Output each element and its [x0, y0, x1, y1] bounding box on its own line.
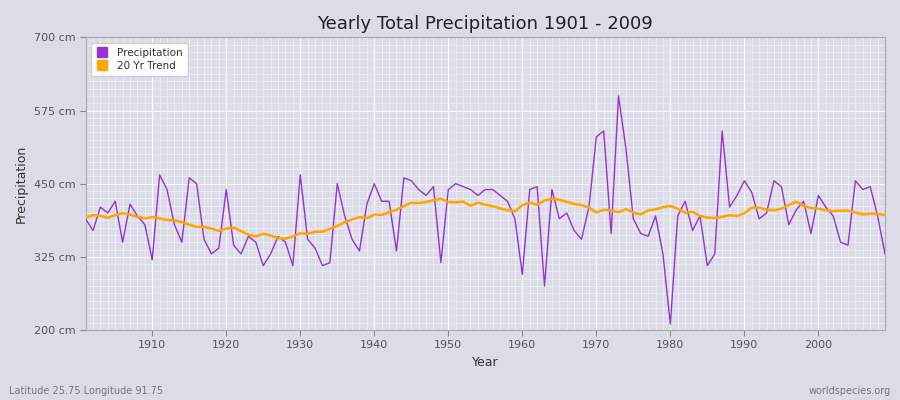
- Legend: Precipitation, 20 Yr Trend: Precipitation, 20 Yr Trend: [91, 42, 188, 76]
- Text: Latitude 25.75 Longitude 91.75: Latitude 25.75 Longitude 91.75: [9, 386, 163, 396]
- X-axis label: Year: Year: [472, 356, 499, 369]
- Title: Yearly Total Precipitation 1901 - 2009: Yearly Total Precipitation 1901 - 2009: [318, 15, 653, 33]
- Precipitation: [140, 222, 150, 227]
- 20 Yr Trend: [80, 215, 91, 220]
- Precipitation: [879, 252, 890, 256]
- 20 Yr Trend: [879, 213, 890, 218]
- 20 Yr Trend: [546, 196, 557, 201]
- Precipitation: [613, 94, 624, 98]
- Text: worldspecies.org: worldspecies.org: [809, 386, 891, 396]
- Line: 20 Yr Trend: 20 Yr Trend: [86, 198, 885, 239]
- Precipitation: [302, 237, 313, 242]
- 20 Yr Trend: [517, 203, 527, 208]
- 20 Yr Trend: [620, 207, 631, 212]
- 20 Yr Trend: [354, 215, 364, 220]
- Precipitation: [606, 231, 616, 236]
- Line: Precipitation: Precipitation: [86, 96, 885, 324]
- Precipitation: [346, 237, 357, 242]
- 20 Yr Trend: [525, 200, 535, 205]
- Y-axis label: Precipitation: Precipitation: [15, 144, 28, 223]
- 20 Yr Trend: [140, 216, 150, 221]
- Precipitation: [80, 216, 91, 221]
- Precipitation: [517, 272, 527, 277]
- Precipitation: [665, 322, 676, 326]
- Precipitation: [509, 216, 520, 221]
- 20 Yr Trend: [280, 236, 291, 241]
- 20 Yr Trend: [310, 229, 320, 234]
